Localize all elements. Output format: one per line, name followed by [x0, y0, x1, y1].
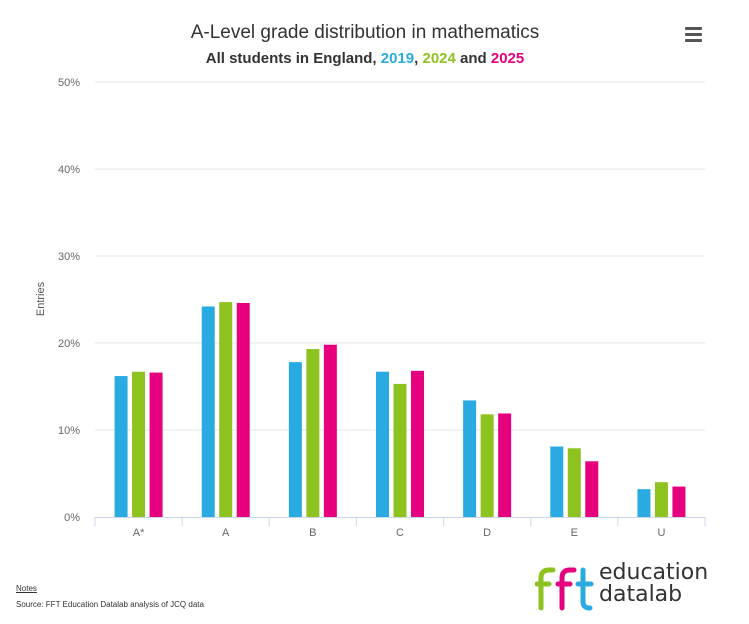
x-tick-label: B — [309, 527, 316, 539]
x-tick-label: E — [571, 527, 578, 539]
bar-2019-A[interactable] — [201, 306, 215, 517]
y-tick-label: 20% — [58, 338, 80, 350]
bar-2024-D[interactable] — [480, 414, 494, 517]
logo-wordmark: education datalab — [599, 562, 708, 606]
x-tick-label: A* — [133, 527, 145, 539]
x-tick-label: A — [222, 527, 230, 539]
subtitle-separator: , — [414, 50, 418, 67]
y-tick-label: 30% — [58, 251, 80, 263]
bar-2024-C[interactable] — [393, 383, 407, 517]
fft-logo-mark — [535, 567, 594, 611]
subtitle-year-2024: 2024 — [422, 50, 456, 67]
grid-lines — [95, 81, 705, 431]
y-axis-label: Entries — [35, 281, 47, 316]
source-text: Source: FFT Education Datalab analysis o… — [16, 600, 204, 609]
bar-2019-A*[interactable] — [114, 376, 128, 517]
y-tick-label: 0% — [64, 512, 80, 524]
subtitle-year-2019: 2019 — [381, 50, 414, 67]
bar-2024-A*[interactable] — [132, 371, 146, 517]
bar-2024-B[interactable] — [306, 349, 320, 517]
chart-title: A-Level grade distribution in mathematic… — [191, 22, 540, 43]
bar-2025-E[interactable] — [585, 461, 599, 517]
subtitle-year-2025: 2025 — [491, 50, 524, 67]
bar-2019-C[interactable] — [376, 371, 389, 517]
bar-2024-E[interactable] — [567, 448, 581, 517]
y-tick-label: 10% — [58, 425, 80, 437]
bar-2025-A[interactable] — [236, 302, 250, 517]
bar-2025-U[interactable] — [672, 486, 686, 517]
x-tick-label: D — [483, 527, 491, 539]
subtitle-prefix: All students in England, — [206, 50, 377, 67]
hamburger-menu-icon[interactable] — [682, 24, 706, 44]
notes-link[interactable]: Notes — [16, 584, 37, 593]
fft-education-datalab-logo: education datalab — [535, 562, 725, 612]
bar-2019-U[interactable] — [637, 489, 651, 517]
x-tick-label: C — [396, 527, 404, 539]
y-axis-ticks: 0% 10% 20% 30% 40% 50% — [58, 77, 80, 524]
chart-subtitle: All students in England, 2019, 2024 and … — [206, 50, 525, 67]
y-tick-label: 50% — [58, 77, 80, 89]
logo-line-2: datalab — [599, 584, 708, 606]
bar-2024-U[interactable] — [654, 482, 668, 517]
bar-2024-A[interactable] — [219, 302, 233, 517]
logo-data: data — [599, 582, 649, 607]
bar-2019-E[interactable] — [550, 446, 564, 517]
bar-2025-D[interactable] — [498, 413, 512, 517]
bar-2025-C[interactable] — [411, 370, 424, 517]
bars — [114, 302, 686, 517]
y-tick-label: 40% — [58, 164, 80, 176]
x-axis: A* A B C D E U — [94, 517, 706, 539]
bar-2019-B[interactable] — [288, 362, 302, 517]
logo-lab: lab — [648, 582, 683, 607]
x-tick-label: U — [657, 527, 665, 539]
subtitle-and: and — [460, 50, 487, 67]
logo-line-1: education — [599, 560, 709, 585]
bar-2025-B[interactable] — [323, 344, 337, 517]
bar-2019-D[interactable] — [463, 400, 477, 517]
bar-2025-A*[interactable] — [149, 372, 163, 517]
